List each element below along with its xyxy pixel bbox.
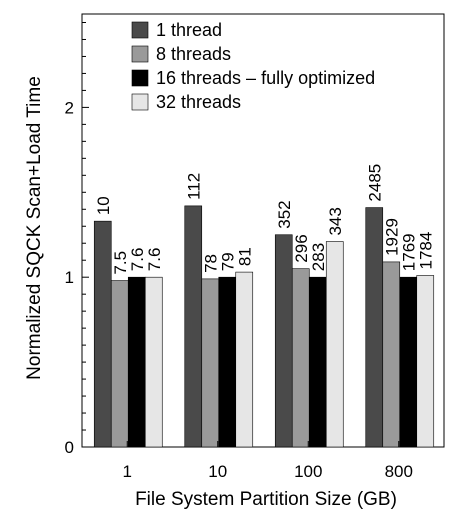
bar [235,271,254,448]
value-label: 296 [292,234,311,262]
bar [382,261,401,448]
plot-frame [81,13,445,448]
axes [81,13,445,448]
legend-swatch [131,45,149,63]
ticks: 0 1 2 1 10 100 800 [65,21,413,481]
y-tick-label: 0 [65,438,74,457]
legend-label: 8 threads [156,44,231,64]
bar [325,241,344,448]
bar [93,220,112,448]
legend-swatch [131,93,149,111]
value-label: 7.6 [128,248,147,272]
value-label: 283 [309,243,328,271]
x-axis-label: File System Partition Size (GB) [135,489,397,510]
bar [291,268,310,448]
y-tick-label: 2 [65,98,74,117]
legend: 1 thread 8 threads 16 threads – fully opti… [131,20,375,112]
bar [201,278,220,448]
x-tick-label: 800 [385,462,413,481]
bar [416,275,435,448]
legend-label: 1 thread [156,20,222,40]
value-label: 1784 [416,232,435,270]
bar [308,276,327,448]
bar [365,207,384,448]
value-label: 343 [326,207,345,235]
y-tick-label: 1 [65,268,74,287]
value-label: 81 [235,247,254,266]
y-axis-label: Normalized SQCK Scan+Load Time [24,76,45,380]
value-label: 10 [94,196,113,215]
value-label: 7.6 [145,248,164,272]
value-label: 79 [218,252,237,271]
value-label: 352 [275,200,294,228]
legend-swatch [131,21,149,39]
value-label: 1769 [399,233,418,271]
bars [93,205,435,448]
bar [218,276,237,448]
x-tick-label: 1 [123,462,132,481]
legend-swatch [131,69,149,87]
bar [127,276,146,448]
bar [184,205,203,448]
value-label: 112 [184,173,203,200]
value-label: 1929 [382,218,401,256]
value-label: 2485 [365,164,384,202]
value-label: 78 [201,254,220,273]
bar [110,280,129,448]
x-tick-label: 100 [294,462,322,481]
bar [399,276,418,448]
legend-label: 32 threads [156,92,241,112]
legend-label: 16 threads – fully optimized [156,68,375,88]
bar [144,276,163,448]
value-label: 7.5 [111,251,130,275]
x-tick-label: 10 [208,462,227,481]
value-labels: 107.57.67.611278798135229628334324851929… [94,164,436,275]
bar [274,234,293,448]
